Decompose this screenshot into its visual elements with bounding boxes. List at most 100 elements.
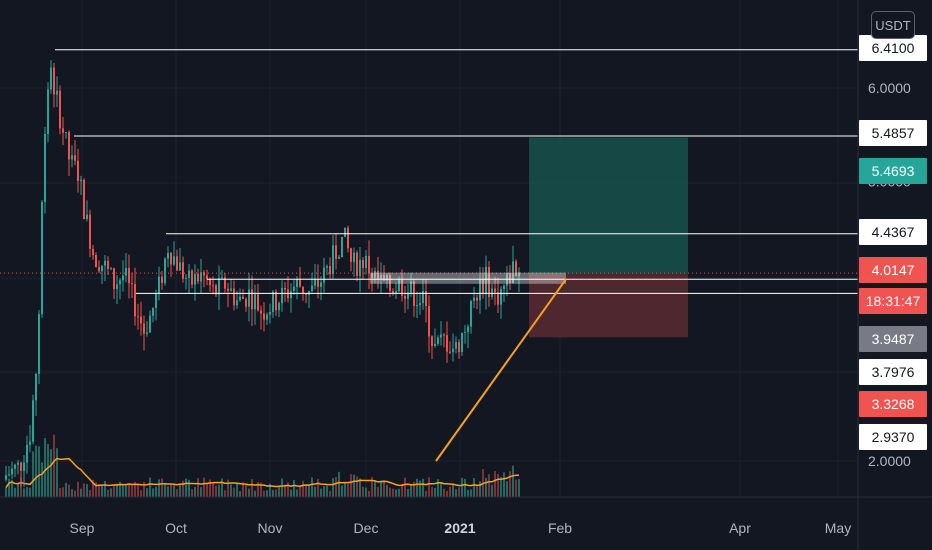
price-label-bg (859, 288, 927, 314)
candle-body (494, 288, 496, 293)
volume-bar (362, 486, 364, 497)
price-label-text: 18:31:47 (866, 293, 921, 309)
volume-bar (440, 483, 442, 497)
volume-bar (185, 478, 187, 497)
candle-body (26, 444, 28, 463)
candle-body (92, 248, 94, 255)
volume-bar (35, 445, 37, 497)
volume-bar (392, 488, 394, 497)
candle-body (35, 373, 37, 401)
candle-body (83, 179, 85, 219)
candle-body (173, 256, 175, 265)
candle-body (359, 259, 361, 276)
time-tick-label: Dec (354, 520, 379, 536)
volume-bar (341, 485, 343, 497)
volume-bar (98, 484, 100, 497)
volume-bar (179, 483, 181, 497)
volume-bar (101, 484, 103, 497)
volume-bar (119, 481, 121, 497)
candle-body (230, 288, 232, 291)
volume-bar (350, 474, 352, 497)
candle-body (350, 248, 352, 262)
position-tool[interactable] (529, 137, 688, 338)
candle-body (449, 351, 451, 353)
volume-bar (461, 477, 463, 497)
volume-bar (104, 480, 106, 497)
volume-bar (518, 479, 520, 497)
candle-body (98, 267, 100, 272)
candle-body (236, 300, 238, 306)
price-label-text: 6.4100 (872, 40, 915, 56)
candle-body (353, 252, 355, 262)
candle-body (284, 287, 286, 290)
volume-bar (284, 484, 286, 497)
volume-bar (353, 474, 355, 497)
candle-body (416, 305, 418, 307)
candle-body (107, 260, 109, 270)
candle-body (11, 468, 13, 475)
candlestick-series (5, 60, 520, 487)
volume-bar (86, 484, 88, 497)
volume-bar (44, 438, 46, 497)
candle-body (380, 274, 382, 280)
volume-bar (455, 489, 457, 497)
volume-bar (206, 483, 208, 497)
volume-bar (47, 443, 49, 497)
volume-bar (152, 488, 154, 497)
chart-grid (0, 0, 858, 497)
volume-bar (212, 482, 214, 497)
volume-bar (431, 487, 433, 497)
candle-body (53, 67, 55, 95)
volume-bar (422, 478, 424, 497)
stop-loss-zone (529, 273, 688, 338)
volume-bar (215, 485, 217, 497)
time-tick-label: Nov (258, 520, 283, 536)
candle-body (443, 334, 445, 336)
volume-bar (287, 482, 289, 497)
volume-bar (302, 480, 304, 497)
candle-body (17, 462, 19, 465)
volume-bar (374, 481, 376, 497)
candle-body (29, 441, 31, 445)
volume-bar (140, 490, 142, 497)
volume-bar (467, 489, 469, 497)
price-label: 6.4100 (859, 35, 927, 61)
candle-body (479, 279, 481, 301)
volume-bar (176, 489, 178, 497)
volume-bar (395, 489, 397, 497)
price-label-bg (859, 391, 927, 417)
candle-body (155, 293, 157, 308)
time-tick-label: Feb (548, 520, 572, 536)
candle-body (257, 294, 259, 311)
highlight-rectangle (370, 272, 566, 284)
candle-body (470, 300, 472, 327)
volume-bar (188, 479, 190, 497)
volume-bar (233, 487, 235, 497)
price-label-bg (859, 219, 927, 245)
volume-bar (299, 485, 301, 497)
volume-bar (515, 479, 517, 497)
candle-body (452, 348, 454, 353)
drawing-tools[interactable] (0, 49, 858, 462)
price-label-text: 3.3268 (872, 396, 915, 412)
candle-body (344, 227, 346, 237)
volume-bar (314, 486, 316, 497)
volume-bar (32, 451, 34, 497)
candle-body (50, 67, 52, 90)
candle-body (491, 288, 493, 298)
candle-body (113, 268, 115, 289)
candle-body (395, 291, 397, 294)
candle-body (200, 272, 202, 282)
volume-bar (221, 478, 223, 497)
price-tick-label: 2.0000 (868, 453, 911, 469)
currency-button[interactable]: USDT (871, 11, 915, 39)
time-tick-label: May (825, 520, 851, 536)
candle-body (32, 400, 34, 442)
candle-body (323, 267, 325, 283)
volume-bar (131, 484, 133, 497)
candle-body (512, 261, 514, 284)
volume-bar (164, 484, 166, 497)
volume-bar (260, 482, 262, 497)
volume-bar (485, 477, 487, 497)
